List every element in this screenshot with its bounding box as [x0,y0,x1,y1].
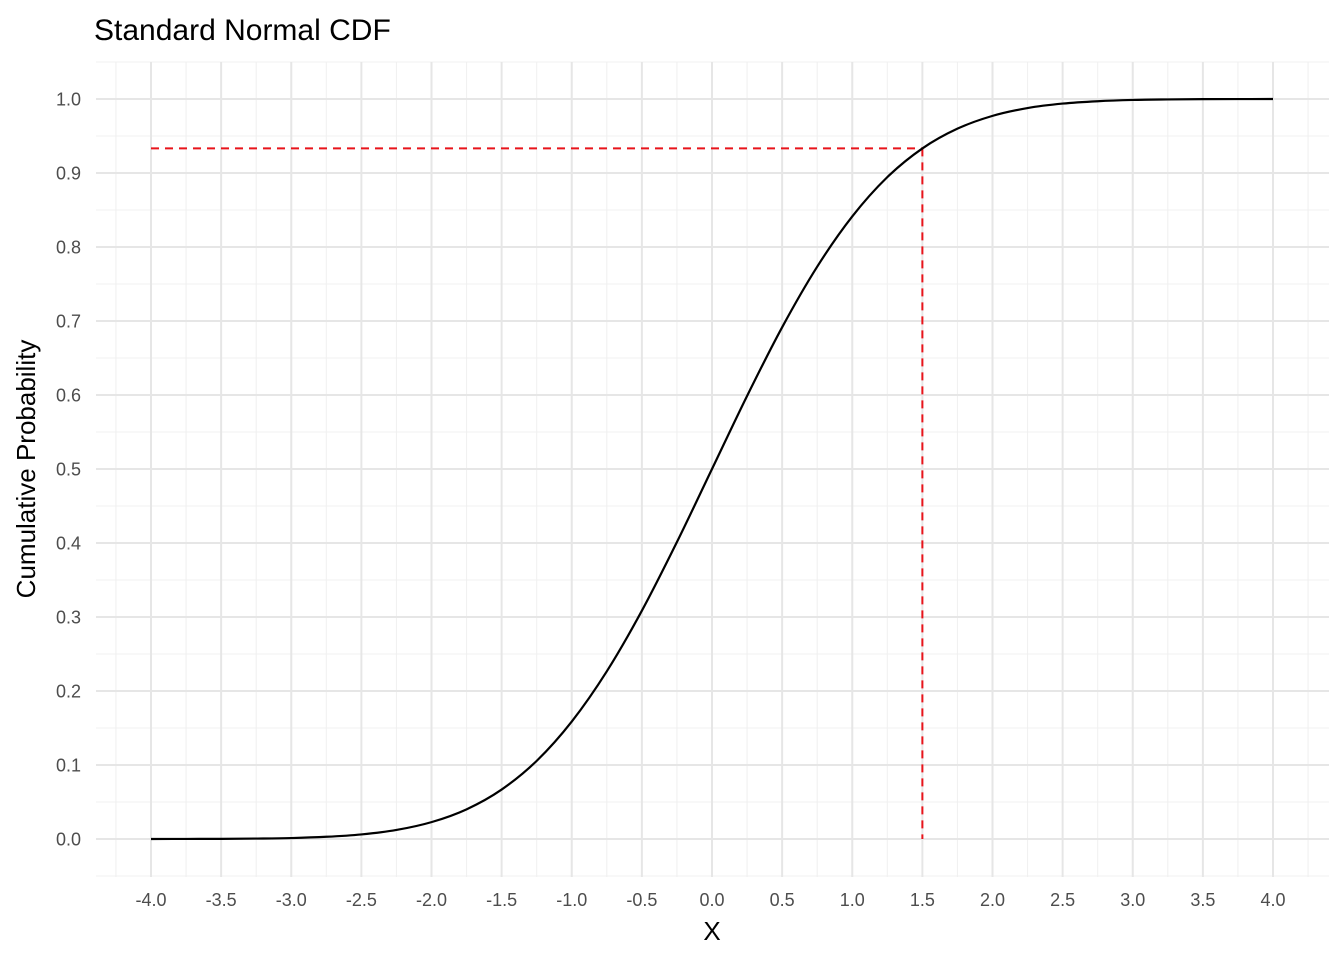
y-tick-label: 1.0 [56,90,81,110]
x-tick-label: 2.5 [1050,890,1075,910]
x-tick-label: 2.0 [980,890,1005,910]
x-tick-label: -1.5 [486,890,517,910]
y-tick-label: 0.4 [56,534,81,554]
y-axis-title: Cumulative Probability [11,340,41,599]
y-tick-label: 0.3 [56,608,81,628]
reference-lines [151,147,924,839]
x-tick-label: -2.5 [346,890,377,910]
y-tick-labels: 0.0 0.1 0.2 0.3 0.4 0.5 0.6 0.7 0.8 0.9 1.0 [56,90,81,850]
series-layer [150,97,1274,841]
x-tick-label: -3.0 [276,890,307,910]
y-tick-label: 0.5 [56,460,81,480]
x-axis-title: X [703,916,720,946]
x-tick-label: -4.0 [135,890,166,910]
x-tick-label: -2.0 [416,890,447,910]
y-tick-label: 0.8 [56,238,81,258]
x-tick-label: 4.0 [1260,890,1285,910]
chart-title: Standard Normal CDF [94,14,391,47]
x-tick-label: 0.5 [770,890,795,910]
x-tick-label: -1.0 [556,890,587,910]
x-tick-label: 3.0 [1120,890,1145,910]
y-tick-label: 0.0 [56,830,81,850]
x-tick-label: 3.5 [1190,890,1215,910]
y-tick-label: 0.9 [56,164,81,184]
x-tick-label: -0.5 [626,890,657,910]
x-tick-labels: -4.0 -3.5 -3.0 -2.5 -2.0 -1.5 -1.0 -0.5 0.0 0.5 1.… [135,890,1285,910]
y-tick-label: 0.1 [56,756,81,776]
x-tick-label: 1.0 [840,890,865,910]
series-line-0 [150,97,1274,841]
y-tick-label: 0.7 [56,312,81,332]
y-tick-label: 0.6 [56,386,81,406]
y-tick-label: 0.2 [56,682,81,702]
x-tick-label: -3.5 [206,890,237,910]
major-gridlines [96,62,1329,877]
x-tick-label: 1.5 [910,890,935,910]
x-tick-label: 0.0 [699,890,724,910]
